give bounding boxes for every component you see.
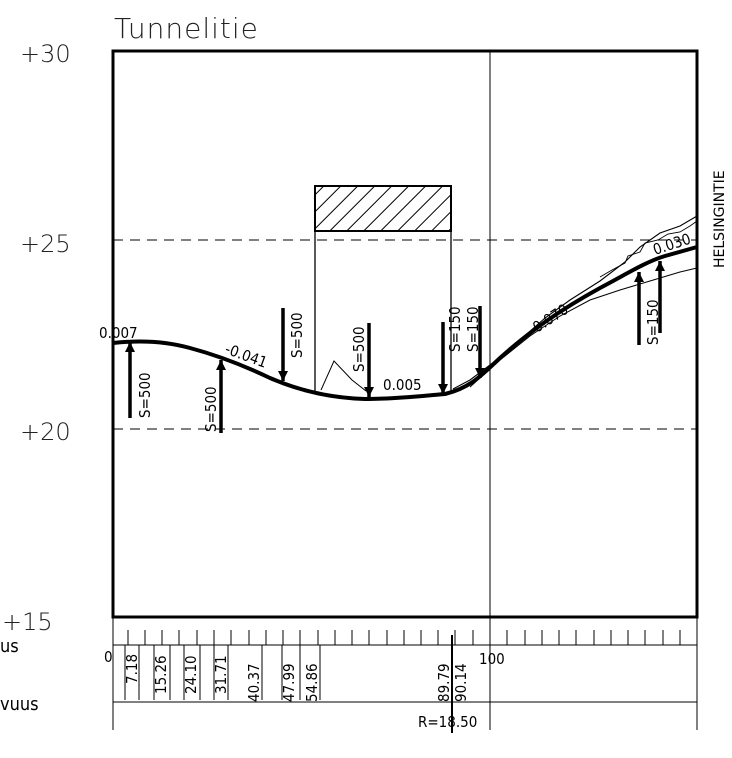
existing-ground-line-2 — [469, 267, 698, 388]
marker-arrows — [125, 261, 665, 397]
station-label-90-14: 90.14 — [452, 663, 470, 702]
slope-label-3: 0.005 — [383, 376, 422, 394]
curve-radius-label: R=18.50 — [418, 713, 477, 731]
station-label-24-10: 24.10 — [182, 655, 200, 694]
bridge-structure — [314, 185, 452, 392]
vertical-curve-markers — [128, 261, 662, 433]
left-fragment-2: vuus — [0, 694, 39, 715]
existing-ground-line-3 — [599, 220, 698, 278]
station-label-100: 100 — [479, 650, 505, 668]
sag-label-2: S=500 — [202, 386, 220, 432]
station-label-47-99: 47.99 — [280, 663, 298, 702]
elevation-label-15: +15 — [2, 608, 53, 636]
sag-label-4: S=500 — [350, 326, 368, 372]
station-label-31-71: 31.71 — [212, 655, 230, 694]
elevation-label-30: +30 — [20, 40, 71, 68]
station-ticks — [127, 630, 681, 645]
station-label-54-86: 54.86 — [303, 663, 321, 702]
station-label-0: 0 — [104, 648, 113, 666]
sag-label-6: S=150 — [464, 306, 482, 352]
drawing-title: Tunnelitie — [114, 12, 259, 45]
station-label-7-18: 7.18 — [123, 654, 141, 684]
slope-label-4: 0.070 — [529, 300, 571, 336]
sag-label-5: S=150 — [446, 306, 464, 352]
sag-label-7: S=150 — [644, 299, 662, 345]
elevation-label-20: +20 — [20, 418, 71, 446]
slope-label-1: 0.007 — [99, 324, 138, 342]
sag-label-3: S=500 — [288, 312, 306, 358]
left-fragment-1: us — [0, 636, 19, 657]
profile-frame — [111, 49, 699, 619]
road-name-label: HELSINGINTIE — [712, 170, 728, 268]
sag-label-1: S=500 — [136, 372, 154, 418]
existing-ground-line — [452, 215, 698, 390]
elevation-label-25: +25 — [20, 230, 71, 258]
station-label-40-37: 40.37 — [245, 663, 263, 702]
station-markers — [124, 635, 453, 733]
station-label-15-26: 15.26 — [152, 655, 170, 694]
design-profile-line — [112, 245, 698, 402]
station-label-89-79: 89.79 — [435, 663, 453, 702]
station-table — [112, 617, 698, 730]
